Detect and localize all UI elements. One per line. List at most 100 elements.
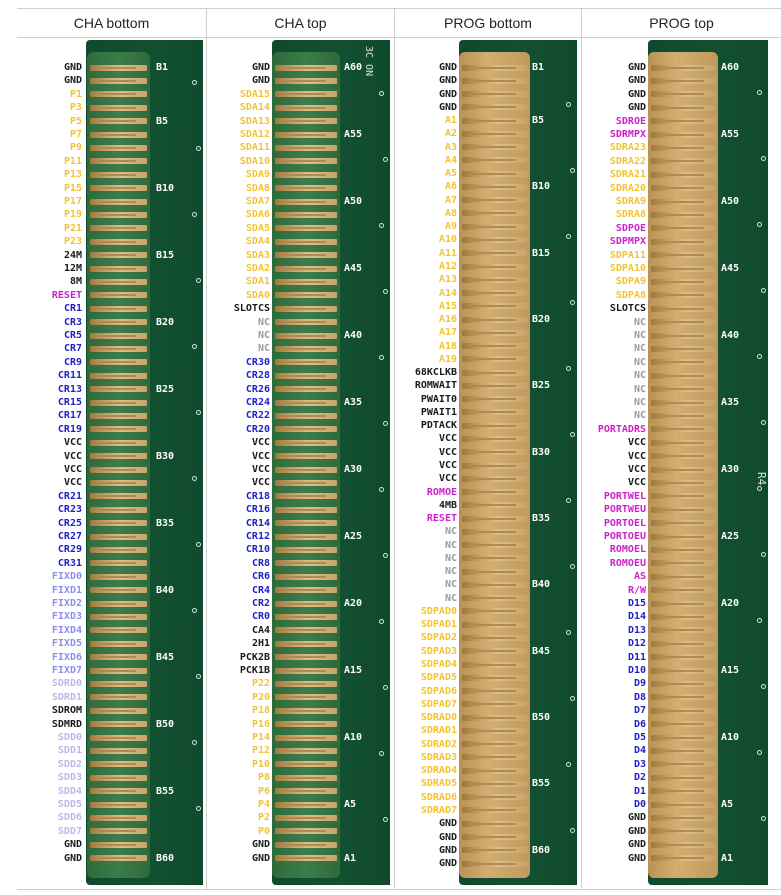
pad-trace xyxy=(660,240,704,243)
pin-label: SDRAD5 xyxy=(420,778,457,790)
via-hole xyxy=(196,410,201,415)
pad-trace xyxy=(284,347,326,350)
pin-number-marker: B20 xyxy=(532,314,551,326)
pin-label: D15 xyxy=(627,598,646,609)
pad-trace xyxy=(284,361,326,364)
pad-trace xyxy=(660,562,704,565)
pin-label: SDRAD7 xyxy=(420,804,457,816)
divider-2 xyxy=(394,8,395,890)
pad-trace xyxy=(471,331,516,334)
pad-trace xyxy=(660,816,704,819)
pad-trace xyxy=(471,756,516,759)
pin-number-marker: A20 xyxy=(344,598,363,609)
pad-trace xyxy=(99,615,136,618)
pad-trace xyxy=(660,280,704,283)
via-hole xyxy=(757,354,762,359)
pin-label: CR2 xyxy=(251,598,270,609)
pin-label: CR24 xyxy=(245,397,270,408)
pin-label: CR28 xyxy=(245,370,270,382)
pad-trace xyxy=(284,562,326,565)
via-hole xyxy=(566,762,571,767)
pin-number-marker: A40 xyxy=(344,330,363,341)
pad-trace xyxy=(99,66,136,69)
via-hole xyxy=(196,278,201,283)
pad-trace xyxy=(99,321,136,324)
pad-trace xyxy=(471,636,516,639)
pin-label: CR25 xyxy=(57,517,82,529)
pad-trace xyxy=(99,267,136,270)
pad-trace xyxy=(284,522,326,525)
pad-trace xyxy=(471,504,516,507)
pin-label: 2H1 xyxy=(251,638,270,650)
pad-trace xyxy=(284,696,326,699)
pad-trace xyxy=(99,843,136,846)
pin-label: GND xyxy=(438,831,457,843)
pin-label: VCC xyxy=(63,437,82,449)
pad-trace xyxy=(284,79,326,82)
pin-label: FIXD1 xyxy=(51,584,82,596)
pin-number-marker: B15 xyxy=(156,249,175,261)
pad-trace xyxy=(99,146,136,149)
via-hole xyxy=(192,608,197,613)
pin-label: GND xyxy=(251,839,270,851)
pin-number-marker: A20 xyxy=(721,598,740,609)
pin-label: NC xyxy=(444,566,457,578)
pin-label: D11 xyxy=(627,651,646,663)
pin-number-marker: B60 xyxy=(532,844,551,856)
pin-label: SDPAD7 xyxy=(420,698,457,710)
pad-trace xyxy=(471,703,516,706)
pad-trace xyxy=(99,776,136,779)
via-hole xyxy=(566,102,571,107)
pin-number-marker: B10 xyxy=(156,182,175,194)
pad-trace xyxy=(99,160,136,163)
pad-trace xyxy=(660,200,704,203)
pad-trace xyxy=(471,437,516,440)
pad-trace xyxy=(99,254,136,257)
pin-label: SDPAD4 xyxy=(420,659,457,671)
silkscreen-prog-top-side: R4 xyxy=(755,472,768,486)
pin-label: CR21 xyxy=(57,490,82,502)
pad-trace xyxy=(284,374,326,377)
pin-label: P23 xyxy=(63,236,82,248)
pad-trace xyxy=(99,736,136,739)
pad-trace xyxy=(471,132,516,135)
pad-trace xyxy=(99,589,136,592)
pad-trace xyxy=(660,736,704,739)
pin-label: GND xyxy=(627,102,646,114)
pin-label: CR13 xyxy=(57,383,82,395)
pad-trace xyxy=(99,495,136,498)
pin-label: A10 xyxy=(438,234,457,246)
pad-trace xyxy=(99,441,136,444)
pin-label: NC xyxy=(257,316,270,328)
pin-label: SDPOE xyxy=(615,222,646,234)
via-hole xyxy=(379,91,384,96)
pad-trace xyxy=(660,93,704,96)
pad-trace xyxy=(99,307,136,310)
pad-trace xyxy=(284,173,326,176)
pin-label: GND xyxy=(438,858,457,870)
pad-trace xyxy=(660,508,704,511)
pin-number-marker: A25 xyxy=(721,531,740,542)
pad-trace xyxy=(660,401,704,404)
via-hole xyxy=(192,476,197,481)
pad-trace xyxy=(99,374,136,377)
pin-label: P4 xyxy=(257,799,270,810)
via-hole xyxy=(757,222,762,227)
pad-trace xyxy=(660,602,704,605)
pin-label: SDA15 xyxy=(239,88,270,100)
pin-label: SDD0 xyxy=(57,732,82,743)
pin-label: GND xyxy=(438,62,457,73)
pad-trace xyxy=(471,318,516,321)
pin-label: SDPA10 xyxy=(609,263,646,274)
pin-number-marker: A1 xyxy=(344,852,357,864)
pad-trace xyxy=(99,240,136,243)
pad-trace xyxy=(284,723,326,726)
pad-trace xyxy=(660,535,704,538)
pad-trace xyxy=(660,146,704,149)
via-hole xyxy=(196,674,201,679)
pin-number-marker: A35 xyxy=(721,397,740,408)
pad-trace xyxy=(284,200,326,203)
pad-trace xyxy=(284,414,326,417)
via-hole xyxy=(383,553,388,558)
pin-label: PCK1B xyxy=(239,665,270,676)
